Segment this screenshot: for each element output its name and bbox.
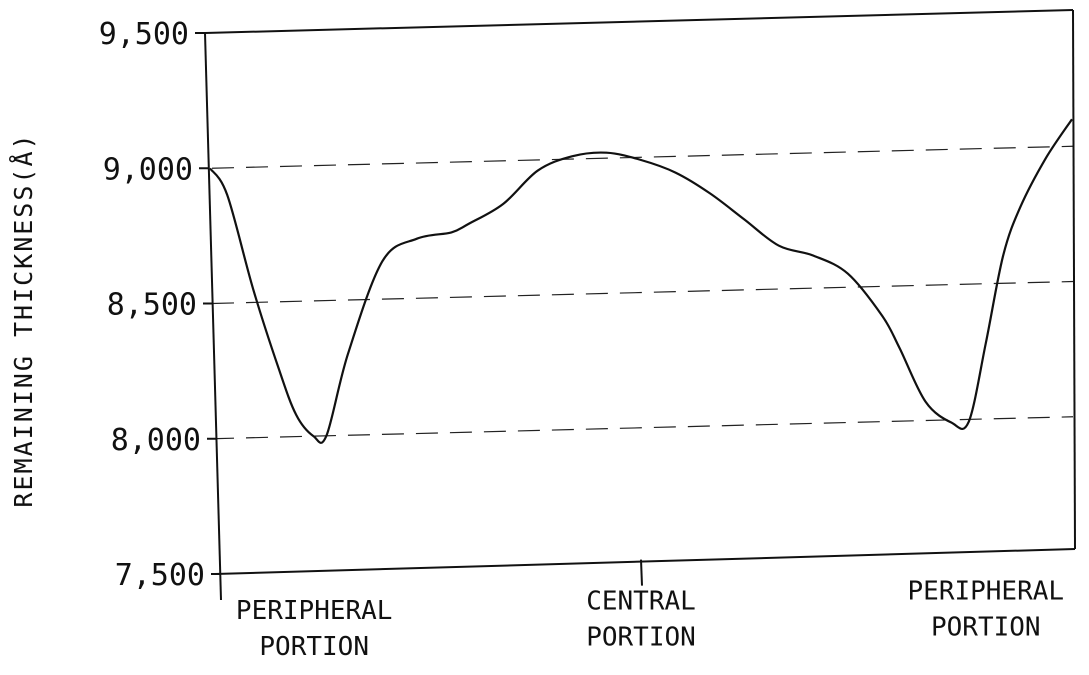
gridline: [212, 417, 1073, 439]
gridlines: [212, 146, 1073, 439]
category-label-line1: PERIPHERAL: [908, 577, 1065, 607]
y-tick-label: 8,000: [111, 423, 201, 458]
y-axis-title: REMAINING THICKNESS(Å): [9, 132, 38, 507]
category-labels: PERIPHERAL PORTION CENTRAL PORTION PERIPHERA…: [236, 577, 1064, 663]
y-tick-labels: 9,500 9,000 8,500 8,000 7,500: [99, 17, 221, 593]
series-line: [210, 119, 1072, 443]
gridline: [212, 282, 1073, 304]
top-frame-line: [205, 10, 1073, 33]
x-center-tick: [641, 560, 642, 586]
right-frame-line: [1073, 10, 1075, 549]
y-tick-label: 9,000: [103, 152, 193, 187]
y-axis-line: [205, 33, 221, 600]
y-tick-label: 7,500: [115, 558, 205, 593]
category-label-line2: PORTION: [259, 632, 369, 662]
y-tick-label: 8,500: [107, 288, 197, 323]
category-label-line2: PORTION: [586, 623, 696, 653]
category-label-line2: PORTION: [931, 613, 1041, 643]
y-tick-label: 9,500: [99, 17, 189, 52]
axes: [205, 10, 1075, 600]
series-layer: [210, 119, 1072, 443]
gridline: [212, 146, 1073, 168]
category-label-line1: CENTRAL: [586, 587, 696, 617]
x-axis-line: [215, 549, 1075, 574]
category-label-line1: PERIPHERAL: [236, 596, 393, 626]
